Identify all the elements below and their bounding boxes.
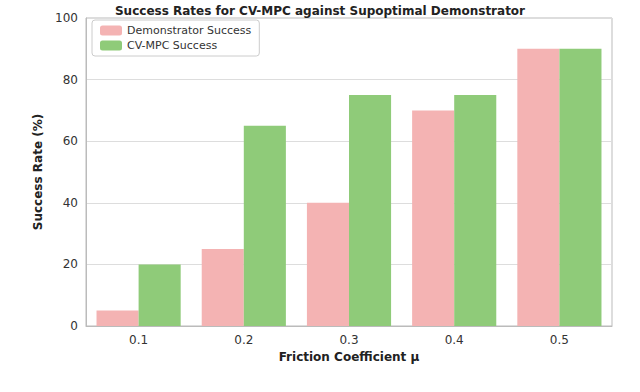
- svg-text:0.4: 0.4: [445, 333, 464, 347]
- svg-text:0.1: 0.1: [129, 333, 148, 347]
- svg-text:60: 60: [63, 134, 78, 148]
- svg-text:0.5: 0.5: [550, 333, 569, 347]
- svg-text:100: 100: [55, 11, 78, 25]
- svg-text:0: 0: [70, 319, 78, 333]
- svg-text:Success Rates for CV-MPC again: Success Rates for CV-MPC against Supopti…: [115, 4, 525, 18]
- svg-text:20: 20: [63, 257, 78, 271]
- svg-text:40: 40: [63, 196, 78, 210]
- svg-text:Friction Coefficient μ: Friction Coefficient μ: [279, 350, 420, 364]
- svg-text:0.2: 0.2: [234, 333, 253, 347]
- svg-text:CV-MPC Success: CV-MPC Success: [127, 39, 217, 52]
- svg-text:80: 80: [63, 73, 78, 87]
- svg-text:0.3: 0.3: [339, 333, 358, 347]
- svg-text:Demonstrator Success: Demonstrator Success: [127, 24, 252, 37]
- svg-text:Success Rate (%): Success Rate (%): [31, 114, 45, 230]
